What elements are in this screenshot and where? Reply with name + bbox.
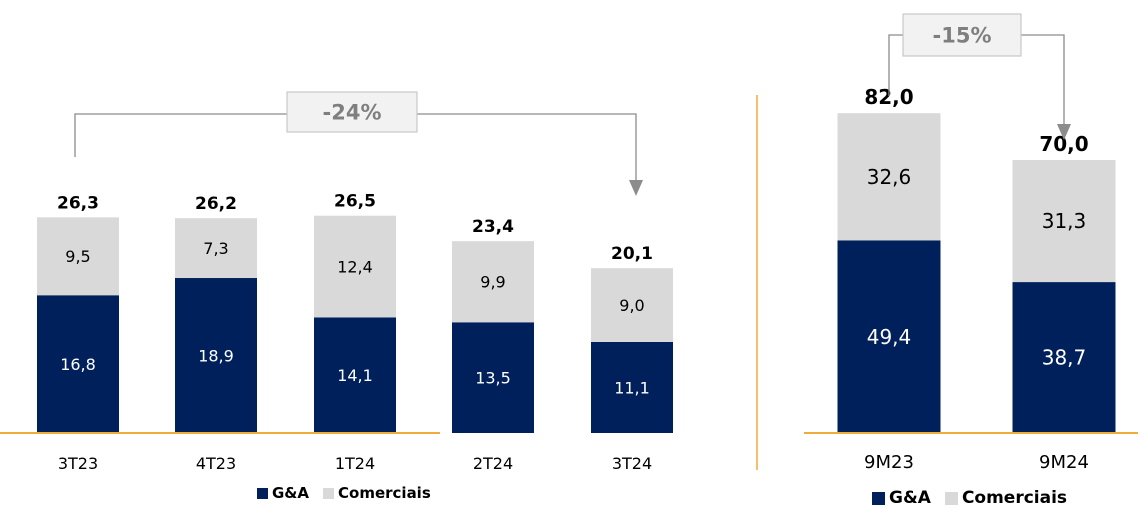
total-label: 20,1	[611, 244, 653, 264]
bar-comerciais	[1012, 160, 1116, 283]
bar-comerciais	[837, 113, 941, 241]
legend-swatch-comerciais	[323, 487, 335, 499]
legend-label-ga: G&A	[889, 488, 931, 508]
category-tick-label: 4T23	[196, 454, 236, 473]
legend-swatch-comerciais	[944, 491, 958, 505]
bar-comerciais	[37, 217, 119, 296]
data-label-comerciais: 9,5	[65, 247, 90, 266]
data-label-ga: 14,1	[337, 366, 373, 385]
bar-ga	[452, 322, 534, 433]
bar-comerciais	[591, 268, 673, 342]
total-label: 26,5	[334, 192, 376, 212]
legend-item-ga: G&A	[257, 484, 309, 502]
data-label-comerciais: 9,9	[480, 272, 505, 291]
data-label-ga: 16,8	[60, 355, 96, 374]
bar-ga	[591, 341, 673, 433]
change-badge	[286, 91, 418, 133]
category-tick-label: 2T24	[473, 454, 513, 473]
data-label-ga: 18,9	[198, 346, 234, 365]
bar-ga	[37, 295, 119, 433]
change-badge-label: -15%	[933, 24, 992, 48]
change-badge	[902, 13, 1022, 57]
category-tick-label: 1T24	[335, 454, 375, 473]
category-tick-label: 3T23	[58, 454, 98, 473]
category-tick-label: 9M23	[864, 452, 914, 473]
category-tick-label: 3T24	[612, 454, 652, 473]
total-label: 26,2	[195, 194, 237, 214]
data-label-comerciais: 12,4	[337, 257, 373, 276]
data-label-comerciais: 9,0	[619, 296, 644, 315]
data-label-comerciais: 7,3	[203, 239, 228, 258]
data-label-ga: 38,7	[1042, 346, 1087, 370]
legend-item-comerciais: Comerciais	[944, 488, 1068, 508]
total-label: 23,4	[472, 217, 514, 237]
data-label-ga: 49,4	[867, 325, 912, 349]
legend-item-comerciais: Comerciais	[323, 484, 431, 502]
bar-ga	[1012, 282, 1116, 433]
legend-swatch-ga	[872, 491, 885, 505]
bar-comerciais	[452, 241, 534, 323]
bar-comerciais	[175, 218, 257, 279]
bar-ga	[837, 240, 941, 433]
legend-left: G&A Comerciais	[257, 484, 445, 502]
total-label: 26,3	[57, 193, 99, 213]
category-tick-label: 9M24	[1039, 452, 1089, 473]
change-arrowhead	[1057, 124, 1071, 140]
legend-swatch-ga	[257, 487, 268, 499]
data-label-ga: 13,5	[475, 368, 511, 387]
data-label-comerciais: 32,6	[867, 165, 912, 189]
change-badge-label: -24%	[323, 101, 382, 125]
legend-right: G&A Comerciais	[872, 488, 1081, 508]
legend-item-ga: G&A	[872, 488, 931, 508]
bar-comerciais	[314, 215, 396, 318]
change-arrowhead	[629, 180, 643, 196]
data-label-ga: 11,1	[614, 378, 650, 397]
legend-label-comerciais: Comerciais	[961, 488, 1068, 508]
bar-ga	[175, 278, 257, 433]
bar-ga	[314, 317, 396, 433]
data-label-comerciais: 31,3	[1042, 209, 1087, 233]
legend-label-comerciais: Comerciais	[338, 484, 431, 502]
legend-label-ga: G&A	[272, 484, 310, 502]
